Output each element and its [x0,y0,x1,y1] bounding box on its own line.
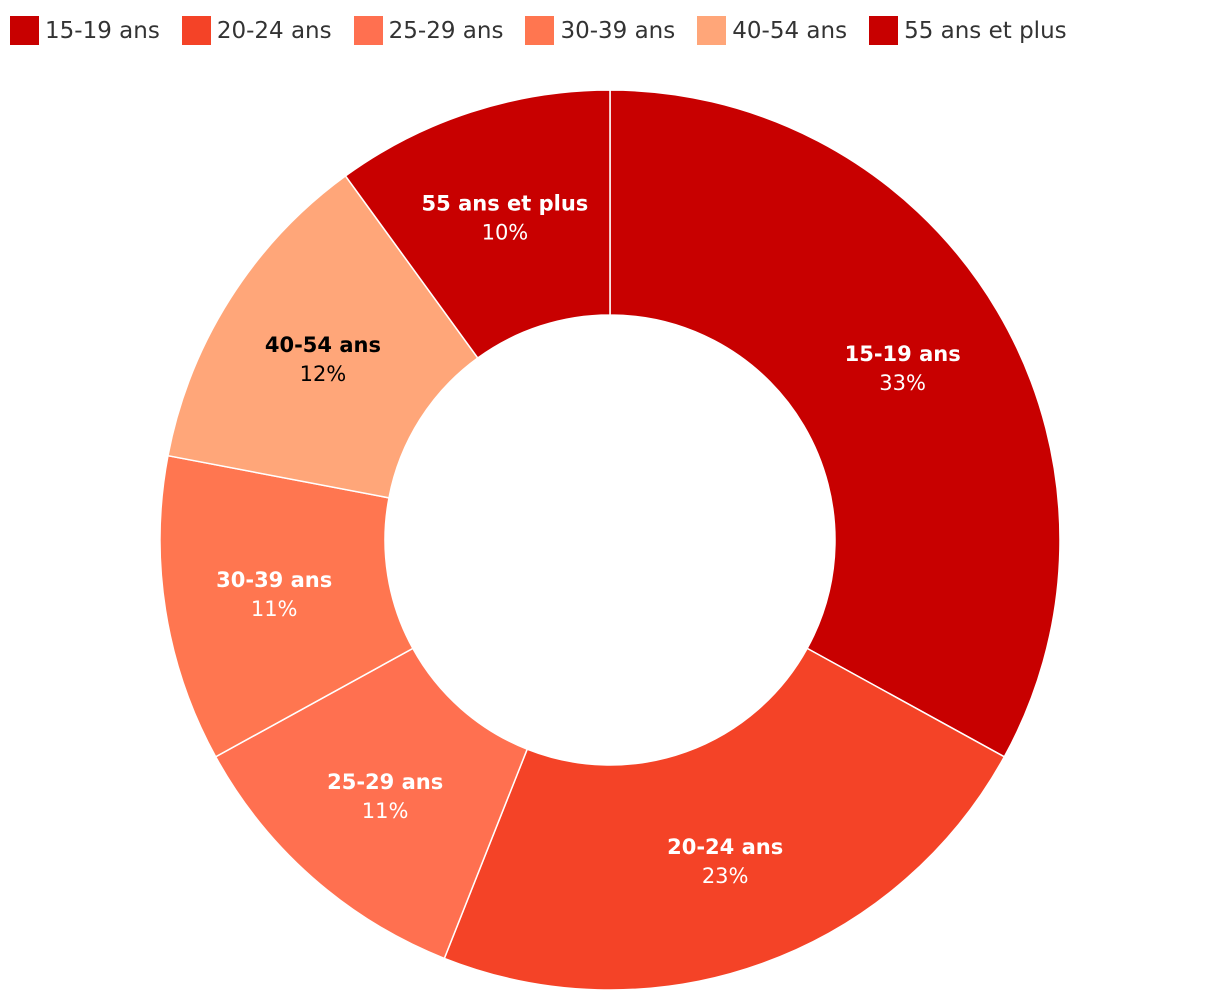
slice-0 [609,89,1061,758]
legend-label: 20-24 ans [216,17,332,44]
slice-value-1: 23% [702,864,749,888]
legend-label: 55 ans et plus [904,17,1067,44]
legend-label: 15-19 ans [45,17,160,44]
slice-value-3: 11% [251,597,298,621]
legend-swatch [697,16,727,45]
slice-value-0: 33% [879,371,926,395]
legend-item-30-39: 30-39 ans [525,16,675,45]
slice-label-0: 15-19 ans [845,342,961,366]
legend: 15-19 ans 20-24 ans 25-29 ans 30-39 ans … [10,16,1089,45]
legend-swatch [525,16,555,45]
legend-item-25-29: 25-29 ans [353,16,504,45]
slice-label-4: 40-54 ans [265,333,381,357]
legend-item-20-24: 20-24 ans [181,16,332,45]
slice-2 [214,647,529,960]
slice-label-1: 20-24 ans [667,835,783,859]
slice-value-4: 12% [300,362,347,386]
legend-label: 30-39 ans [560,17,676,44]
slice-label-5: 55 ans et plus [422,192,589,216]
slice-4 [167,174,479,499]
legend-swatch [181,16,211,45]
legend-item-15-19: 15-19 ans [10,16,160,45]
legend-label: 40-54 ans [732,17,848,44]
slice-value-2: 11% [362,799,409,823]
legend-item-55-plus: 55 ans et plus [869,16,1067,45]
legend-swatch [353,16,383,45]
legend-swatch [10,16,39,45]
slice-5 [344,89,611,360]
slice-3 [159,454,414,758]
slice-label-2: 25-29 ans [327,770,443,794]
legend-label: 25-29 ans [388,17,504,44]
legend-swatch [869,16,899,45]
slice-value-5: 10% [482,221,529,245]
slice-label-3: 30-39 ans [216,568,332,592]
legend-item-40-54: 40-54 ans [697,16,847,45]
slice-1 [443,647,1006,991]
